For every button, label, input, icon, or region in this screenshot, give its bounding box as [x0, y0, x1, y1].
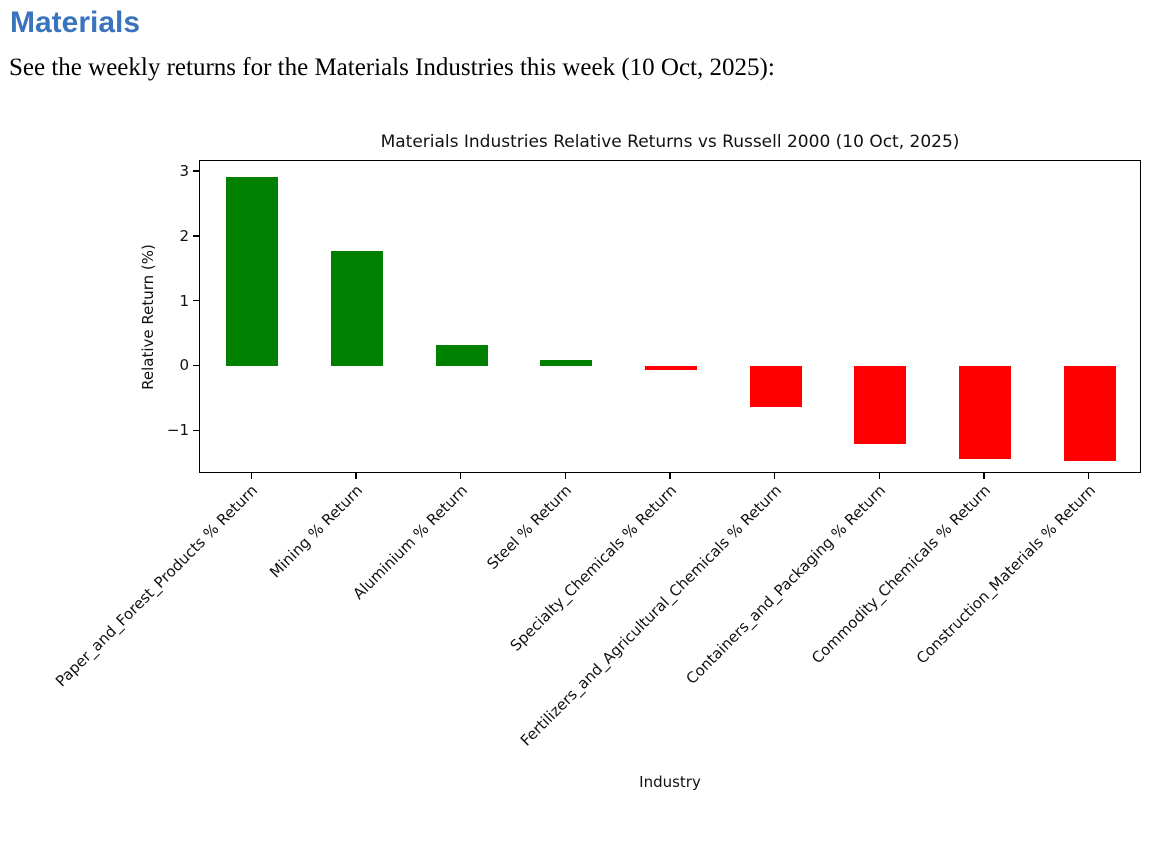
x-tick-mark	[564, 473, 567, 479]
x-tick-label: Steel % Return	[483, 481, 576, 573]
x-tick-label: Mining % Return	[266, 481, 367, 582]
bar-specialty_chemicals	[644, 366, 698, 370]
y-tick-label: 3	[179, 162, 189, 181]
y-tick-mark	[193, 170, 199, 172]
x-tick-mark	[459, 473, 462, 479]
y-tick-label: −1	[166, 421, 189, 440]
plot-area	[199, 160, 1141, 473]
y-tick-mark	[193, 429, 199, 431]
x-tick-label: Fertilizers_and_Agricultural_Chemicals %…	[516, 481, 785, 750]
y-tick-mark	[193, 299, 199, 302]
bar-fertilizers_and_agricultural_chemicals	[749, 366, 802, 408]
x-tick-label: Aluminium % Return	[349, 481, 471, 603]
x-tick-mark	[1087, 473, 1090, 479]
x-tick-mark	[250, 473, 253, 479]
y-tick-mark	[193, 235, 199, 237]
x-tick-label: Specialty_Chemicals % Return	[506, 481, 681, 655]
x-tick-mark	[878, 473, 881, 479]
x-tick-mark	[355, 473, 357, 479]
bar-mining	[330, 251, 384, 367]
chart-title: Materials Industries Relative Returns vs…	[380, 132, 960, 152]
x-tick-label: Containers_and_Packaging % Return	[682, 481, 890, 688]
bar-chart: Materials Industries Relative Returns vs…	[0, 118, 1152, 800]
x-tick-mark	[669, 473, 671, 479]
x-tick-label: Construction_Materials % Return	[912, 481, 1099, 668]
x-tick-mark	[773, 473, 776, 479]
bar-paper_and_forest_products	[226, 177, 279, 367]
y-tick-mark	[193, 364, 199, 367]
bar-steel	[540, 359, 593, 367]
x-tick-label: Commodity_Chemicals % Return	[808, 481, 995, 668]
bar-construction_materials	[1063, 366, 1116, 462]
y-tick-label: 1	[179, 291, 189, 310]
intro-text: See the weekly returns for the Materials…	[9, 54, 775, 81]
y-tick-label: 2	[179, 226, 189, 245]
x-tick-mark	[983, 473, 985, 479]
bar-aluminium	[435, 345, 488, 367]
bar-containers_and_packaging	[854, 366, 907, 445]
y-tick-label: 0	[179, 356, 189, 375]
x-axis-label: Industry	[639, 773, 701, 791]
bar-commodity_chemicals	[958, 366, 1012, 460]
page-title: Materials	[10, 6, 141, 39]
